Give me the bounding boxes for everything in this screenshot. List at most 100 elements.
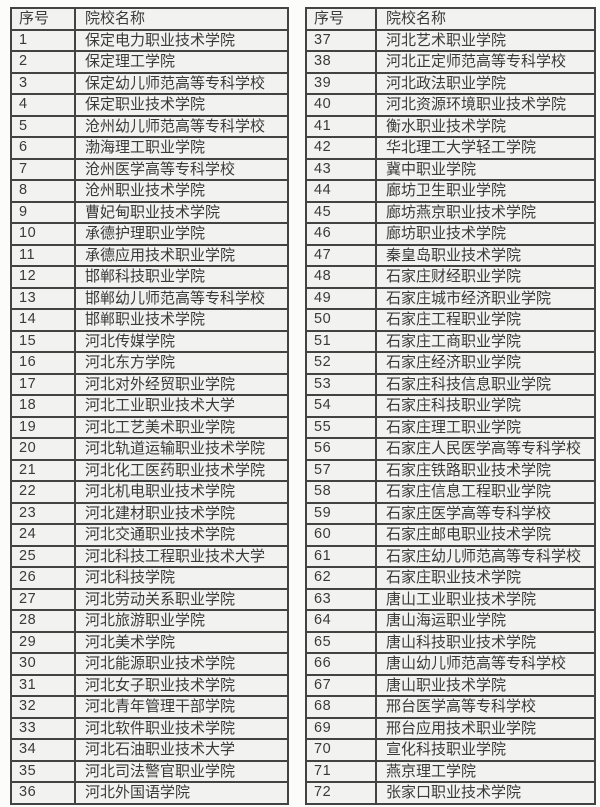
table-row: 31 河北女子职业技术学院 xyxy=(10,673,289,697)
row-institution-name: 石家庄理工职业学院 xyxy=(375,415,596,439)
row-serial-number: 65 xyxy=(305,630,377,654)
table-row: 11 承德应用技术职业学院 xyxy=(10,243,289,267)
row-serial-number: 24 xyxy=(10,523,76,547)
row-serial-number: 9 xyxy=(10,200,76,224)
row-serial-number: 67 xyxy=(305,673,377,697)
college-tables-container: 序号 院校名称 1 保定电力职业技术学院 2 保定理工学院 3 保定幼儿师范高等专科学校 4… xyxy=(10,7,596,805)
table-row: 50 石家庄工程职业学院 xyxy=(305,308,596,332)
row-institution-name: 河北科技工程职业技术大学 xyxy=(74,544,289,568)
row-serial-number: 61 xyxy=(305,544,377,568)
row-institution-name: 沧州职业技术学院 xyxy=(74,179,289,203)
row-institution-name: 廊坊卫生职业学院 xyxy=(375,179,596,203)
row-serial-number: 54 xyxy=(305,394,377,418)
row-institution-name: 沧州幼儿师范高等专科学校 xyxy=(74,114,289,138)
table-row: 52 石家庄经济职业学院 xyxy=(305,351,596,375)
row-serial-number: 55 xyxy=(305,415,377,439)
table-row: 9 曹妃甸职业技术学院 xyxy=(10,200,289,224)
row-serial-number: 38 xyxy=(305,50,377,74)
row-serial-number: 25 xyxy=(10,544,76,568)
row-institution-name: 保定职业技术学院 xyxy=(74,93,289,117)
table-row: 20 河北轨道运输职业技术学院 xyxy=(10,437,289,461)
table-row: 6 渤海理工职业学院 xyxy=(10,136,289,160)
row-serial-number: 57 xyxy=(305,458,377,482)
row-serial-number: 31 xyxy=(10,673,76,697)
header-institution-name: 院校名称 xyxy=(74,7,289,31)
row-institution-name: 河北工业职业技术大学 xyxy=(74,394,289,418)
row-institution-name: 邢台医学高等专科学校 xyxy=(375,695,596,719)
row-serial-number: 51 xyxy=(305,329,377,353)
table-row: 46 廊坊职业技术学院 xyxy=(305,222,596,246)
row-institution-name: 河北轨道运输职业技术学院 xyxy=(74,437,289,461)
row-institution-name: 石家庄工商职业学院 xyxy=(375,329,596,353)
row-institution-name: 邯郸科技职业学院 xyxy=(74,265,289,289)
row-institution-name: 河北对外经贸职业学院 xyxy=(74,372,289,396)
row-serial-number: 42 xyxy=(305,136,377,160)
table-row: 49 石家庄城市经济职业学院 xyxy=(305,286,596,310)
row-institution-name: 邯郸职业技术学院 xyxy=(74,308,289,332)
header-institution-name: 院校名称 xyxy=(375,7,596,31)
table-row: 39 河北政法职业学院 xyxy=(305,71,596,95)
row-serial-number: 72 xyxy=(305,781,377,805)
row-serial-number: 53 xyxy=(305,372,377,396)
row-serial-number: 10 xyxy=(10,222,76,246)
table-row: 38 河北正定师范高等专科学校 xyxy=(305,50,596,74)
table-row: 44 廊坊卫生职业学院 xyxy=(305,179,596,203)
table-row: 65 唐山科技职业技术学院 xyxy=(305,630,596,654)
row-serial-number: 50 xyxy=(305,308,377,332)
row-serial-number: 19 xyxy=(10,415,76,439)
row-institution-name: 衡水职业技术学院 xyxy=(375,114,596,138)
row-institution-name: 河北工艺美术职业学院 xyxy=(74,415,289,439)
row-institution-name: 河北司法警官职业学院 xyxy=(74,759,289,783)
header-row: 序号 院校名称 xyxy=(305,7,596,31)
row-serial-number: 36 xyxy=(10,781,76,805)
table-row: 13 邯郸幼儿师范高等专科学校 xyxy=(10,286,289,310)
row-serial-number: 63 xyxy=(305,587,377,611)
row-serial-number: 56 xyxy=(305,437,377,461)
row-serial-number: 71 xyxy=(305,759,377,783)
row-institution-name: 石家庄幼儿师范高等专科学校 xyxy=(375,544,596,568)
row-institution-name: 承德护理职业学院 xyxy=(74,222,289,246)
row-institution-name: 冀中职业学院 xyxy=(375,157,596,181)
row-serial-number: 37 xyxy=(305,28,377,52)
table-row: 62 石家庄职业技术学院 xyxy=(305,566,596,590)
table-row: 67 唐山职业技术学院 xyxy=(305,673,596,697)
row-institution-name: 沧州医学高等专科学校 xyxy=(74,157,289,181)
row-serial-number: 5 xyxy=(10,114,76,138)
row-institution-name: 保定电力职业技术学院 xyxy=(74,28,289,52)
row-serial-number: 47 xyxy=(305,243,377,267)
table-row: 8 沧州职业技术学院 xyxy=(10,179,289,203)
table-row: 42 华北理工大学轻工学院 xyxy=(305,136,596,160)
row-institution-name: 秦皇岛职业技术学院 xyxy=(375,243,596,267)
table-row: 4 保定职业技术学院 xyxy=(10,93,289,117)
row-serial-number: 30 xyxy=(10,652,76,676)
row-institution-name: 廊坊职业技术学院 xyxy=(375,222,596,246)
table-row: 61 石家庄幼儿师范高等专科学校 xyxy=(305,544,596,568)
row-institution-name: 华北理工大学轻工学院 xyxy=(375,136,596,160)
row-serial-number: 8 xyxy=(10,179,76,203)
row-serial-number: 69 xyxy=(305,716,377,740)
table-row: 51 石家庄工商职业学院 xyxy=(305,329,596,353)
row-institution-name: 保定理工学院 xyxy=(74,50,289,74)
row-serial-number: 22 xyxy=(10,480,76,504)
table-row: 24 河北交通职业技术学院 xyxy=(10,523,289,547)
table-row: 68 邢台医学高等专科学校 xyxy=(305,695,596,719)
row-institution-name: 承德应用技术职业学院 xyxy=(74,243,289,267)
table-row: 59 石家庄医学高等专科学校 xyxy=(305,501,596,525)
table-row: 57 石家庄铁路职业技术学院 xyxy=(305,458,596,482)
table-row: 40 河北资源环境职业技术学院 xyxy=(305,93,596,117)
row-institution-name: 燕京理工学院 xyxy=(375,759,596,783)
table-row: 69 邢台应用技术职业学院 xyxy=(305,716,596,740)
row-serial-number: 41 xyxy=(305,114,377,138)
row-institution-name: 河北东方学院 xyxy=(74,351,289,375)
row-institution-name: 河北化工医药职业技术学院 xyxy=(74,458,289,482)
table-row: 66 唐山幼儿师范高等专科学校 xyxy=(305,652,596,676)
table-row: 48 石家庄财经职业学院 xyxy=(305,265,596,289)
row-serial-number: 14 xyxy=(10,308,76,332)
row-institution-name: 石家庄科技职业学院 xyxy=(375,394,596,418)
row-serial-number: 44 xyxy=(305,179,377,203)
table-row: 5 沧州幼儿师范高等专科学校 xyxy=(10,114,289,138)
row-institution-name: 渤海理工职业学院 xyxy=(74,136,289,160)
table-row: 17 河北对外经贸职业学院 xyxy=(10,372,289,396)
table-row: 19 河北工艺美术职业学院 xyxy=(10,415,289,439)
table-row: 70 宣化科技职业学院 xyxy=(305,738,596,762)
